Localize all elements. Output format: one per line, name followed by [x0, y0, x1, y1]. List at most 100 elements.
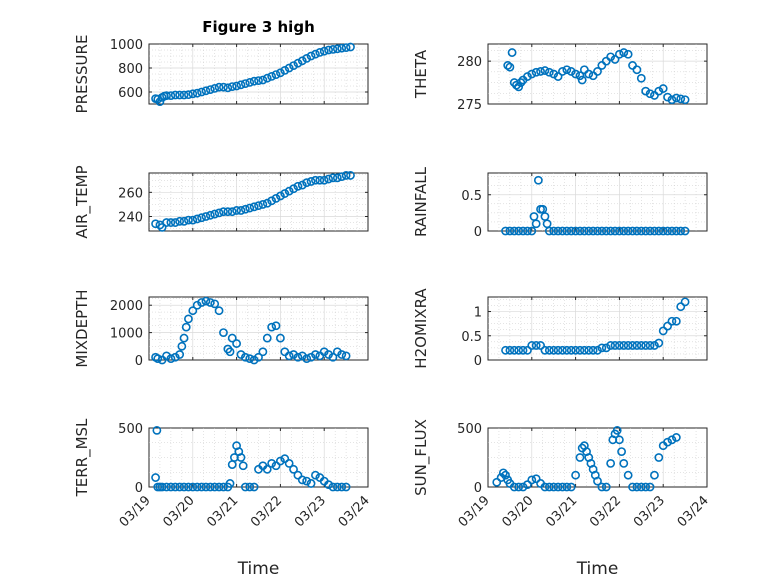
data-point	[275, 456, 285, 466]
data-point	[628, 226, 637, 236]
data-point	[315, 48, 325, 57]
data-point	[575, 71, 585, 81]
data-point	[645, 226, 655, 236]
data-point	[566, 67, 576, 76]
data-point	[175, 350, 185, 359]
data-point	[275, 68, 285, 78]
y-axis-label: AIR_TEMP	[73, 165, 92, 238]
data-point	[271, 193, 281, 203]
data-point	[302, 54, 312, 63]
data-point	[267, 72, 277, 81]
data-point	[254, 76, 263, 85]
data-point	[267, 458, 277, 468]
data-point	[553, 345, 563, 355]
data-point	[619, 458, 629, 468]
data-point	[623, 341, 633, 350]
data-point	[571, 226, 580, 236]
data-point	[505, 226, 515, 236]
data-point	[628, 341, 637, 350]
data-point	[501, 345, 510, 355]
data-point	[577, 75, 587, 85]
data-point	[225, 347, 235, 357]
data-point	[641, 86, 651, 96]
data-point	[549, 226, 559, 236]
data-point	[302, 476, 312, 486]
data-point	[324, 480, 333, 490]
data-point	[184, 215, 193, 225]
data-point	[346, 171, 355, 180]
data-point	[571, 345, 580, 355]
data-point	[227, 82, 237, 91]
y-tick-label: 1	[474, 306, 482, 321]
data-point	[205, 298, 215, 307]
data-point	[658, 326, 668, 336]
data-point	[619, 341, 629, 350]
data-point	[540, 66, 550, 75]
data-point	[663, 321, 672, 331]
data-point	[579, 226, 589, 236]
data-point	[518, 345, 528, 355]
data-point	[157, 222, 167, 232]
data-point	[293, 352, 303, 362]
data-point	[671, 226, 681, 236]
data-point	[658, 226, 668, 236]
data-point	[311, 175, 320, 185]
data-point	[628, 482, 637, 492]
data-point	[210, 482, 220, 492]
data-point	[201, 212, 211, 221]
data-point	[219, 482, 228, 492]
data-point	[549, 69, 559, 79]
data-point	[324, 174, 333, 184]
data-point	[162, 91, 171, 100]
data-point	[192, 88, 202, 98]
data-point	[188, 482, 198, 492]
data-point	[188, 215, 198, 225]
data-point	[505, 345, 515, 355]
data-point	[610, 226, 620, 236]
data-point	[610, 341, 620, 350]
data-point	[667, 95, 677, 105]
data-point	[289, 61, 298, 70]
data-point	[267, 196, 277, 206]
data-point	[341, 482, 351, 492]
y-tick-label: 600	[118, 86, 143, 101]
data-point	[275, 333, 285, 343]
data-point	[588, 345, 598, 355]
data-point	[523, 226, 532, 236]
data-point	[201, 86, 211, 96]
data-point	[650, 226, 659, 236]
data-point	[181, 322, 191, 332]
data-point	[558, 67, 567, 76]
data-point	[680, 297, 690, 307]
data-point	[223, 207, 233, 217]
data-point	[566, 226, 576, 236]
data-point	[619, 226, 629, 236]
data-point	[553, 226, 563, 236]
data-point	[566, 345, 576, 355]
data-point	[184, 90, 193, 100]
data-point	[650, 470, 659, 480]
data-point	[284, 186, 294, 196]
y-tick-label: 275	[457, 98, 482, 113]
data-point	[337, 43, 347, 53]
data-point	[606, 341, 616, 350]
data-point	[262, 73, 272, 83]
data-point	[219, 82, 228, 92]
data-point	[593, 226, 602, 236]
data-point	[177, 341, 187, 351]
y-tick-label: 280	[457, 55, 482, 70]
data-point	[319, 175, 329, 185]
data-point	[297, 180, 307, 190]
data-point	[597, 343, 607, 353]
data-point	[324, 45, 333, 55]
data-point	[341, 43, 351, 52]
data-point	[601, 482, 611, 492]
data-point	[623, 470, 633, 480]
data-point	[676, 302, 686, 312]
data-point	[558, 226, 567, 236]
y-tick-label: 0	[474, 481, 482, 496]
data-point	[227, 333, 237, 343]
data-point	[214, 482, 224, 492]
data-point	[623, 226, 633, 236]
